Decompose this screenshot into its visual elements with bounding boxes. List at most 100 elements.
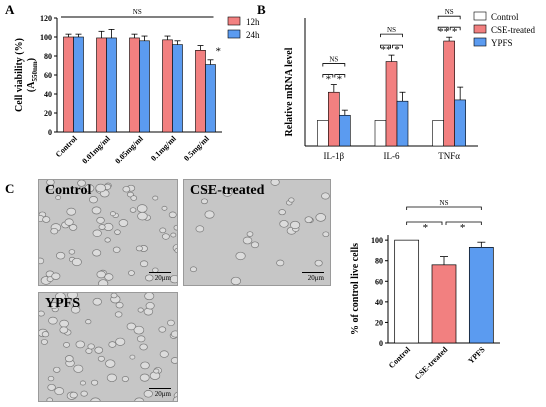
cell-shape (204, 210, 215, 219)
cell-shape (87, 343, 95, 350)
y-axis-label-unit: (A550nm) (26, 58, 39, 92)
ns-bracket (322, 63, 346, 67)
significance-star: * (326, 74, 332, 86)
significance-star: * (423, 222, 429, 234)
cell-shape (161, 205, 168, 211)
bar (205, 64, 216, 133)
cell-shape (173, 224, 177, 231)
cell-shape (140, 361, 150, 370)
scale-label: 20μm (154, 274, 171, 282)
cell-shape (104, 237, 111, 243)
y-tick-label: 100 (40, 33, 52, 42)
cell-shape (51, 272, 61, 280)
cell-shape (69, 391, 78, 399)
cell-shape (170, 232, 177, 238)
cell-shape (56, 251, 66, 260)
cell-shape (67, 293, 78, 300)
scale-bar (149, 388, 171, 389)
cell-shape (169, 275, 177, 284)
x-tick-label: IL-6 (384, 151, 400, 161)
panel-letter-a: A (5, 2, 15, 17)
cell-shape (133, 325, 145, 335)
cell-shape (288, 197, 295, 203)
cell-shape (270, 180, 280, 186)
y-axis-label: % of control live cells (350, 243, 361, 335)
micrograph-ypfs: YPFS 20μm (38, 292, 178, 402)
bar (432, 120, 444, 147)
legend-swatch (473, 11, 487, 21)
cell-shape (42, 216, 51, 223)
cell-shape (279, 220, 289, 228)
cell-shape (95, 183, 106, 193)
sig-bracket (322, 74, 334, 78)
bar (374, 120, 387, 147)
cell-shape (47, 383, 56, 391)
cell-shape (139, 260, 149, 268)
legend-swatch (473, 24, 487, 34)
cell-shape (49, 302, 59, 310)
cell-shape (145, 302, 155, 310)
micrograph-control: Control 20μm (38, 179, 178, 286)
bar (106, 37, 117, 133)
ns-label: NS (440, 199, 449, 207)
cell-shape (129, 207, 137, 213)
significance-star: * (460, 222, 466, 234)
y-tick-label: 80 (375, 257, 383, 266)
cell-shape (314, 259, 323, 267)
cell-shape (230, 276, 242, 285)
cell-shape (203, 188, 210, 194)
panel-letter-c: C (5, 181, 14, 196)
cell-shape (135, 245, 143, 252)
legend-label: 12h (246, 17, 260, 27)
cell-shape (90, 397, 101, 401)
cell-shape (63, 342, 70, 348)
cell-shape (278, 209, 286, 216)
cell-shape (170, 330, 177, 338)
significance-star: * (452, 26, 458, 38)
scale-bar (302, 272, 324, 273)
significance-star: * (394, 44, 400, 56)
panel-letter-b: B (257, 2, 266, 17)
cell-shape (246, 231, 254, 237)
x-tick-label: CSE-treated (413, 345, 450, 382)
cell-shape (276, 259, 285, 267)
cell-shape (172, 396, 177, 401)
cell-shape (97, 355, 105, 362)
bar (129, 37, 140, 133)
bar (385, 61, 398, 147)
cell-shape (130, 195, 138, 201)
chart-c: 0 20 40 60 80 100 % of control live cells Contr… (350, 199, 500, 381)
cell-shape (315, 213, 327, 222)
cell-shape (70, 305, 81, 314)
cell-shape (71, 257, 82, 267)
significance-star: * (216, 45, 222, 57)
x-tick-label: 0.01mg/ml (80, 134, 112, 166)
bar (195, 49, 206, 133)
sig-bracket (334, 74, 346, 78)
ns-label: NS (387, 26, 396, 34)
bar (431, 264, 457, 344)
y-tick-label: 60 (44, 71, 52, 80)
bar (73, 36, 84, 133)
ns-label: NS (329, 56, 338, 64)
cell-shape (168, 211, 177, 218)
bar (443, 40, 455, 147)
cell-shape (64, 218, 74, 226)
micrograph-cse: CSE-treated 20μm (183, 179, 331, 286)
cell-shape (167, 319, 175, 327)
y-tick-label: 20 (44, 109, 52, 118)
ns-bracket (406, 206, 482, 210)
cell-shape (159, 227, 167, 234)
cell-shape (250, 241, 260, 249)
cell-shape (235, 251, 246, 261)
cell-shape (115, 337, 126, 346)
legend-label: 24h (246, 30, 260, 40)
sig-bracket (406, 221, 443, 225)
legend-label: Control (491, 12, 519, 22)
cell-shape (39, 310, 45, 317)
cell-shape (88, 196, 98, 204)
cell-shape (139, 343, 148, 351)
scale-label: 20μm (154, 390, 171, 398)
cell-shape (136, 335, 146, 343)
